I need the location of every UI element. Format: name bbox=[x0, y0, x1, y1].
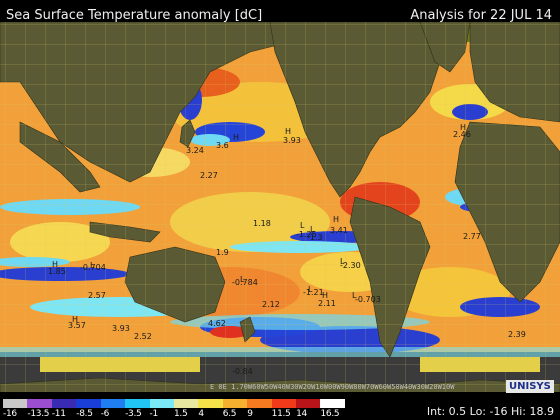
marker-value: 1.85 bbox=[48, 267, 66, 276]
longitude-labels: E 0E 1.70W60W50W40W30W20W10W00W90W80W70W… bbox=[210, 383, 455, 391]
marker-labels: H 3.93 3.6 H 3.24 2.27 H 2.46 L -1.3 L -… bbox=[48, 123, 526, 376]
marker-type: H bbox=[285, 127, 291, 136]
marker-type: H bbox=[333, 215, 339, 224]
legend-tick-label: 1.5 bbox=[173, 409, 188, 419]
lat-lon-grid bbox=[0, 22, 560, 392]
legend-swatch bbox=[100, 399, 126, 408]
marker-value: 2.12 bbox=[262, 300, 280, 309]
marker-value: -0.703 bbox=[355, 295, 381, 304]
analysis-date: Analysis for 22 JUL 14 bbox=[410, 8, 552, 23]
marker-value: 3.93 bbox=[112, 324, 130, 333]
legend-swatch bbox=[125, 399, 150, 408]
world-sst-map: H 3.93 3.6 H 3.24 2.27 H 2.46 L -1.3 L -… bbox=[0, 22, 560, 392]
marker-value: -0.784 bbox=[232, 278, 258, 287]
legend-swatch bbox=[3, 399, 28, 408]
marker-type: L bbox=[300, 221, 305, 230]
legend-swatch bbox=[76, 399, 101, 408]
marker-type: H bbox=[460, 123, 466, 132]
marker-value: 3.57 bbox=[68, 321, 86, 330]
marker-value: 3.41 bbox=[330, 226, 348, 235]
marker-value: 1.9 bbox=[216, 248, 229, 257]
legend-tick-label: 14 bbox=[296, 409, 307, 419]
marker-value: 2.57 bbox=[88, 291, 106, 300]
marker-value: 2.52 bbox=[134, 332, 152, 341]
legend-tick-label: -1 bbox=[149, 409, 159, 419]
marker-type: L bbox=[90, 261, 95, 270]
marker-value: 1.18 bbox=[253, 219, 271, 228]
marker-value: -0.84 bbox=[232, 367, 253, 376]
color-legend-bar bbox=[3, 399, 345, 408]
marker-value: 3.6 bbox=[216, 141, 229, 150]
legend-tick-label: 4 bbox=[198, 409, 204, 419]
legend-swatch bbox=[198, 399, 223, 408]
color-legend-ticks: -16 -13.5 -11 -8.5 -6 -3.5 -1 1.5 4 6.5 9 11.5 14 16.… bbox=[3, 408, 345, 420]
legend-tick-label: -11 bbox=[51, 409, 66, 419]
marker-value: -0.704 bbox=[80, 263, 106, 272]
legend-swatch bbox=[27, 399, 52, 408]
marker-value: 2.11 bbox=[318, 299, 336, 308]
marker-type: L bbox=[308, 285, 313, 294]
unisys-logo: UNISYS bbox=[506, 380, 554, 393]
marker-type: L bbox=[310, 225, 315, 234]
marker-type: H bbox=[322, 291, 328, 300]
marker-value: 2.77 bbox=[463, 232, 481, 241]
marker-value: -1.25 bbox=[296, 230, 317, 239]
legend-swatch bbox=[149, 399, 174, 408]
legend-swatch bbox=[51, 399, 77, 408]
marker-value: -2.30 bbox=[340, 261, 361, 270]
legend-swatch bbox=[247, 399, 272, 408]
marker-type: L bbox=[340, 257, 345, 266]
legend-tick-label: 9 bbox=[247, 409, 253, 419]
map-title: Sea Surface Temperature anomaly [dC] bbox=[6, 8, 263, 23]
legend-swatch bbox=[320, 399, 345, 408]
marker-value: -1.21 bbox=[303, 288, 324, 297]
legend-tick-label: -8.5 bbox=[76, 409, 93, 419]
marker-type: H bbox=[233, 133, 239, 142]
legend-tick-label: 11.5 bbox=[271, 409, 291, 419]
marker-type: L bbox=[352, 291, 357, 300]
marker-value: 2.46 bbox=[453, 130, 471, 139]
interval-stats: Int: 0.5 Lo: -16 Hi: 18.9 bbox=[426, 405, 554, 418]
legend-swatch bbox=[173, 399, 199, 408]
marker-type: H bbox=[72, 315, 78, 324]
marker-value: 3.24 bbox=[186, 146, 204, 155]
marker-value: 2.39 bbox=[508, 330, 526, 339]
legend-tick-label: 16.5 bbox=[320, 409, 340, 419]
marker-value: 2.27 bbox=[200, 171, 218, 180]
legend-tick-label: -16 bbox=[3, 409, 17, 419]
legend-swatch bbox=[296, 399, 321, 408]
marker-type: L bbox=[240, 275, 245, 284]
legend-swatch bbox=[222, 399, 248, 408]
legend-tick-label: 6.5 bbox=[222, 409, 237, 419]
marker-value: 4.62 bbox=[208, 319, 226, 328]
legend-swatch bbox=[271, 399, 297, 408]
marker-value: 3.93 bbox=[283, 136, 301, 145]
legend-tick-label: -6 bbox=[100, 409, 110, 419]
legend-tick-label: -3.5 bbox=[125, 409, 142, 419]
legend-tick-label: -13.5 bbox=[27, 409, 50, 419]
marker-value: -1.3 bbox=[307, 233, 323, 242]
marker-type: H bbox=[52, 260, 58, 269]
